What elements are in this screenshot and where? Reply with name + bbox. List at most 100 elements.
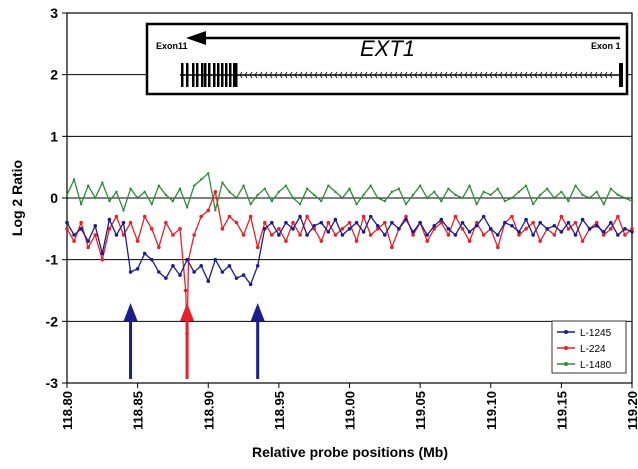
exon-block — [196, 63, 199, 87]
data-point-L-1480 — [376, 196, 379, 200]
data-point-L-224 — [580, 239, 585, 243]
data-point-L-1245 — [114, 233, 119, 237]
data-point-L-224 — [220, 227, 225, 231]
data-point-L-224 — [333, 233, 338, 237]
data-point-L-224 — [93, 233, 98, 237]
data-point-L-1480 — [503, 199, 507, 203]
intron-chevron — [534, 71, 538, 79]
data-point-L-1480 — [447, 187, 450, 190]
intron-chevron — [264, 71, 268, 79]
data-point-L-224 — [601, 233, 606, 237]
intron-chevron — [319, 71, 323, 79]
data-point-L-1480 — [143, 190, 146, 194]
data-point-L-224 — [128, 220, 133, 225]
data-point-L-1480 — [249, 202, 252, 206]
intron-chevron — [544, 71, 548, 79]
exon-block — [213, 63, 216, 87]
data-point-L-1480 — [560, 190, 563, 194]
intron-chevron — [579, 71, 583, 79]
data-point-L-1480 — [355, 202, 358, 206]
intron-chevron — [439, 71, 443, 79]
data-point-L-1480 — [214, 209, 217, 212]
data-point-L-1480 — [277, 190, 281, 194]
y-tick-label: 2 — [50, 67, 58, 83]
data-point-L-1245 — [609, 220, 613, 225]
data-point-L-1245 — [517, 230, 521, 234]
intron-chevron — [384, 71, 388, 79]
data-point-L-1480 — [348, 187, 351, 190]
data-point-L-1480 — [136, 196, 139, 200]
data-point-L-224 — [319, 239, 324, 243]
data-point-L-224 — [107, 227, 112, 231]
data-point-L-224 — [100, 257, 105, 262]
x-tick-label: 119.00 — [343, 391, 358, 430]
data-point-L-1245 — [630, 230, 634, 234]
intron-chevron — [549, 71, 553, 79]
data-point-L-1245 — [142, 251, 147, 256]
intron-chevron — [474, 71, 478, 79]
exon-block — [217, 63, 220, 87]
data-point-L-1480 — [291, 196, 295, 200]
x-tick-label: 119.15 — [554, 391, 569, 430]
intron-chevron — [484, 71, 488, 79]
data-point-L-1245 — [164, 276, 168, 280]
intron-chevron — [269, 71, 273, 79]
data-point-L-224 — [183, 288, 188, 293]
intron-chevron — [369, 71, 373, 79]
y-axis-ticks: 3 2 1 0 -1 -2 -3 — [46, 5, 67, 391]
data-point-L-224 — [552, 233, 557, 237]
data-point-L-1245 — [326, 230, 331, 234]
data-point-L-1245 — [375, 223, 380, 228]
data-point-L-224 — [157, 245, 161, 250]
data-point-L-1480 — [630, 199, 634, 203]
transcript-arrowhead — [186, 31, 206, 45]
data-point-L-1245 — [121, 220, 126, 225]
data-point-L-1480 — [207, 172, 210, 175]
x-tick-label: 118.95 — [272, 391, 287, 430]
data-point-L-224 — [114, 214, 119, 219]
intron-chevron — [364, 71, 368, 79]
x-tick-label: 119.10 — [484, 391, 499, 430]
y-tick-label: 0 — [50, 190, 58, 206]
y-tick-label: -1 — [46, 252, 59, 268]
data-point-L-1480 — [312, 193, 316, 197]
data-point-L-224 — [171, 233, 175, 237]
data-point-L-1480 — [616, 193, 620, 197]
data-point-L-1245 — [552, 223, 557, 228]
data-point-L-1245 — [333, 217, 338, 222]
data-point-L-224 — [368, 233, 373, 237]
data-point-L-1245 — [538, 220, 542, 225]
data-point-L-1245 — [390, 220, 394, 225]
exon-block — [233, 63, 236, 87]
data-point-L-1245 — [248, 282, 253, 287]
data-point-L-1245 — [616, 233, 620, 237]
data-point-L-1245 — [411, 230, 415, 234]
data-point-L-1245 — [227, 264, 232, 268]
data-point-L-1480 — [553, 196, 556, 200]
data-point-L-224 — [142, 214, 147, 219]
data-point-L-224 — [79, 220, 83, 225]
intron-chevron — [429, 71, 433, 79]
data-point-L-224 — [291, 220, 295, 225]
data-point-L-224 — [496, 245, 500, 250]
data-point-L-224 — [255, 245, 260, 250]
data-point-L-224 — [573, 220, 578, 225]
intron-chevron — [539, 71, 543, 79]
y-tick-label: 1 — [50, 128, 58, 144]
legend-items: L-1245 L-224 L-1480 — [557, 328, 612, 371]
gene-inset: EXT1 Exon11 Exon 1 — [145, 22, 629, 96]
data-point-L-1245 — [86, 239, 90, 243]
data-point-L-224 — [262, 220, 267, 225]
intron-chevron — [489, 71, 493, 79]
intron-chevron — [304, 71, 308, 79]
x-axis-label: Relative probe positions (Mb) — [252, 444, 448, 460]
data-point-L-224 — [206, 208, 211, 213]
data-point-L-1480 — [115, 190, 118, 194]
data-point-L-1245 — [460, 220, 465, 225]
intron-chevron — [379, 71, 383, 79]
data-point-L-1245 — [319, 220, 324, 225]
intron-chevron — [569, 71, 573, 79]
data-point-L-1245 — [587, 227, 592, 231]
data-point-L-1245 — [488, 227, 493, 231]
data-point-L-1480 — [101, 181, 104, 184]
